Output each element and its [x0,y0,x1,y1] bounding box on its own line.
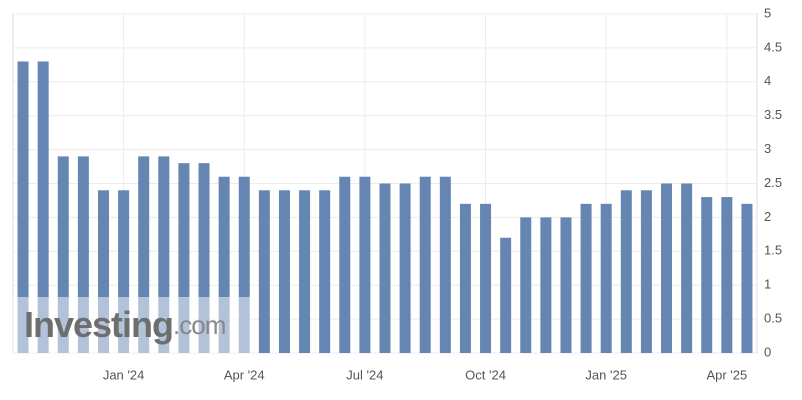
bar [77,156,89,353]
watermark-backdrop [13,297,251,353]
bar [17,61,29,354]
bar [500,237,512,353]
bar [238,176,250,353]
bar [459,203,471,353]
bar [661,183,673,353]
bar [57,156,69,353]
bar [640,190,652,353]
bar [339,176,351,353]
bar [359,176,371,353]
bar [580,203,592,353]
bar [540,217,552,353]
y-tick-label: 5 [764,5,771,20]
bar [701,197,713,353]
x-tick-label: Jan '24 [103,367,145,382]
bar [97,190,109,353]
bar [520,217,532,353]
y-tick-label: 1.5 [764,243,782,258]
bar [319,190,331,353]
bar [37,61,49,354]
y-tick-label: 3 [764,141,771,156]
y-tick-label: 4 [764,73,771,88]
y-tick-label: 1 [764,277,771,292]
bar [560,217,572,353]
bar [721,197,733,353]
x-tick-label: Jul '24 [346,367,383,382]
bar [299,190,311,353]
x-tick-label: Apr '24 [224,367,265,382]
y-tick-label: 2.5 [764,175,782,190]
bar [620,190,632,353]
bar [399,183,411,353]
x-tick-label: Apr '25 [706,367,747,382]
y-tick-label: 3.5 [764,107,782,122]
bar [600,203,612,353]
x-tick-label: Oct '24 [465,367,506,382]
watermark: Investing.com [24,304,225,345]
bar [480,203,492,353]
bar [178,163,190,353]
bar [158,156,170,353]
bar [681,183,693,353]
bar [218,176,230,353]
bar [278,190,290,353]
bar [198,163,210,353]
y-tick-label: 4.5 [764,39,782,54]
bar [138,156,150,353]
bar [741,203,753,353]
y-tick-label: 0 [764,344,771,359]
x-tick-label: Jan '25 [585,367,627,382]
y-tick-label: 0.5 [764,311,782,326]
watermark-brand: Investing [24,304,173,345]
bar [439,176,451,353]
bar [258,190,270,353]
bar [419,176,431,353]
y-tick-label: 2 [764,209,771,224]
bar [379,183,391,353]
bar [118,190,130,353]
watermark-suffix: .com [173,310,225,340]
